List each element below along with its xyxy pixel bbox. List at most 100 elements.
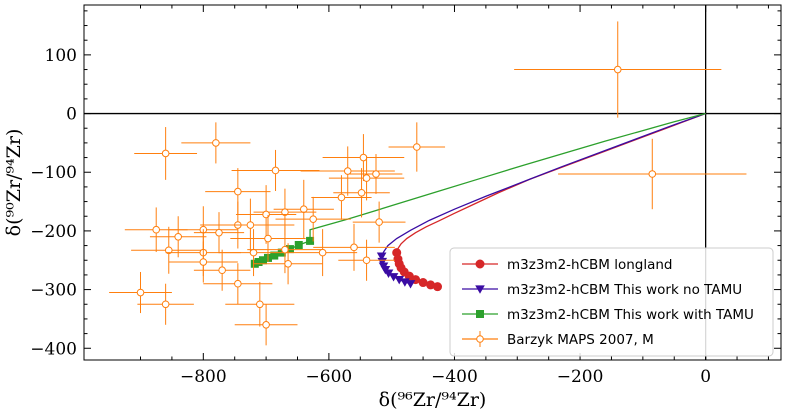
data-point xyxy=(203,263,273,305)
y-tick-label: −100 xyxy=(30,163,77,183)
x-tick-label: −200 xyxy=(557,367,604,387)
x-axis-label: δ(⁹⁶Zr/⁹⁴Zr) xyxy=(379,389,487,411)
data-marker xyxy=(218,266,226,275)
y-tick-label: 100 xyxy=(45,46,77,66)
data-point xyxy=(558,138,747,210)
x-tick-label: 0 xyxy=(700,367,711,387)
data-point xyxy=(338,239,395,281)
data-marker xyxy=(418,278,428,288)
data-marker xyxy=(343,167,352,175)
legend: m3z3m2-hCBM longland m3z3m2-hCBM This wor… xyxy=(449,247,774,357)
data-point xyxy=(193,249,251,291)
data-marker xyxy=(161,149,170,158)
data-marker xyxy=(299,205,308,213)
data-point xyxy=(288,229,358,277)
data-marker xyxy=(246,221,255,229)
y-tick-label: 0 xyxy=(66,105,77,125)
data-marker xyxy=(271,166,280,175)
legend-marker xyxy=(476,310,484,318)
y-tick-label: −300 xyxy=(30,281,77,301)
data-point xyxy=(219,229,289,277)
legend-item: m3z3m2-hCBM This work no TAMU xyxy=(462,282,742,298)
legend-box xyxy=(449,247,774,357)
data-marker xyxy=(359,153,368,162)
data-marker xyxy=(281,208,289,216)
data-point xyxy=(311,175,372,220)
data-marker xyxy=(372,170,380,178)
data-marker xyxy=(294,240,303,249)
data-point xyxy=(388,122,446,172)
data-point xyxy=(206,198,295,252)
data-marker xyxy=(362,256,371,265)
legend-item: m3z3m2-hCBM longland xyxy=(462,257,673,273)
data-point xyxy=(134,127,198,180)
data-marker xyxy=(613,65,622,74)
data-marker xyxy=(161,300,170,309)
data-point xyxy=(181,122,251,164)
data-marker xyxy=(234,187,242,196)
plot-area xyxy=(84,5,781,360)
x-tick-label: −800 xyxy=(180,367,227,387)
data-point xyxy=(131,226,207,274)
data-point xyxy=(322,134,405,182)
data-marker xyxy=(174,232,182,241)
data-marker xyxy=(388,273,399,282)
data-marker xyxy=(337,193,346,202)
data-point xyxy=(168,241,238,283)
legend-item: Barzyk MAPS 2007, M xyxy=(462,331,654,348)
legend-marker xyxy=(476,335,484,343)
data-point xyxy=(253,243,323,285)
data-marker xyxy=(199,258,208,266)
data-marker xyxy=(152,225,161,234)
data-point xyxy=(193,212,245,254)
data-point xyxy=(333,168,390,218)
data-point xyxy=(231,149,320,192)
data-marker xyxy=(383,269,394,278)
y-tick-label: −400 xyxy=(30,339,77,359)
legend-label: m3z3m2-hCBM longland xyxy=(507,257,673,273)
data-point xyxy=(300,146,395,196)
y-axis-label: δ(⁹⁰Zr/⁹⁴Zr) xyxy=(3,129,25,237)
data-marker xyxy=(375,218,383,226)
data-marker xyxy=(136,288,145,297)
y-tick-label: −200 xyxy=(30,222,77,242)
data-point xyxy=(225,281,295,327)
data-marker xyxy=(215,228,223,237)
data-marker xyxy=(281,245,289,254)
data-marker xyxy=(318,248,327,257)
legend-marker xyxy=(475,259,485,269)
data-marker xyxy=(350,243,358,252)
data-point xyxy=(514,21,722,118)
data-point xyxy=(109,271,172,314)
data-point xyxy=(137,283,194,325)
data-marker xyxy=(306,236,315,245)
data-marker xyxy=(394,276,405,285)
data-marker xyxy=(212,139,220,147)
data-marker xyxy=(648,170,657,178)
data-marker xyxy=(357,188,366,197)
plot-frame xyxy=(83,4,782,361)
data-marker xyxy=(376,252,387,261)
data-marker xyxy=(164,246,173,255)
data-marker xyxy=(264,234,272,243)
data-point xyxy=(234,304,298,346)
data-point xyxy=(352,201,406,243)
data-marker xyxy=(262,320,270,329)
data-marker xyxy=(405,280,416,289)
legend-item: m3z3m2-hCBM This work with TAMU xyxy=(462,307,754,323)
data-marker xyxy=(285,245,294,254)
legend-label: m3z3m2-hCBM This work with TAMU xyxy=(507,307,754,323)
data-point xyxy=(230,215,306,263)
data-marker xyxy=(258,256,267,265)
data-point xyxy=(149,216,207,258)
x-tick-label: −400 xyxy=(431,367,478,387)
data-marker xyxy=(362,174,371,182)
data-marker xyxy=(284,259,292,268)
legend-label: m3z3m2-hCBM This work no TAMU xyxy=(507,282,742,298)
data-point xyxy=(313,223,395,271)
data-point xyxy=(275,196,351,242)
data-point xyxy=(349,154,403,194)
x-tick-label: −600 xyxy=(306,367,353,387)
legend-marker xyxy=(475,285,485,294)
